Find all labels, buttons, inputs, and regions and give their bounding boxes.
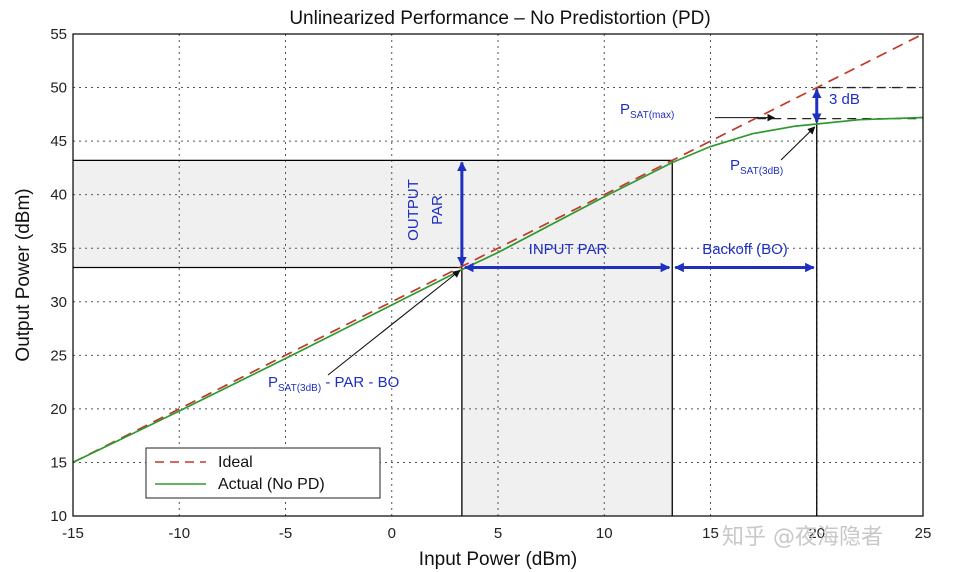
op-main: P	[268, 374, 278, 391]
y-tick-label: 20	[50, 401, 67, 418]
psat-max-sub: SAT(max)	[630, 110, 674, 121]
y-tick-label: 15	[50, 454, 67, 471]
input-par-label: INPUT PAR	[529, 241, 608, 258]
y-tick-label: 25	[50, 347, 67, 364]
legend-ideal-label: Ideal	[218, 454, 253, 471]
psat-3db-label: PSAT(3dB)	[730, 157, 783, 177]
operating-point-pointer	[327, 270, 461, 376]
operating-point-label: PSAT(3dB) - PAR - BO	[268, 374, 399, 394]
legend-actual-label: Actual (No PD)	[218, 476, 325, 493]
y-axis-title: Output Power (dBm)	[13, 188, 34, 361]
y-tick-label: 45	[50, 133, 67, 150]
op-sub: SAT(3dB)	[278, 383, 321, 394]
x-tick-label: 5	[494, 525, 502, 542]
input-par-band	[461, 267, 673, 516]
x-tick-labels: -15 -10 -5 0 5 10 15 20 25	[62, 525, 931, 542]
op-rest: - PAR - BO	[321, 374, 399, 391]
x-tick-label: 25	[915, 525, 932, 542]
y-tick-labels: 10 15 20 25 30 35 40 45 50 55	[50, 26, 67, 525]
psat-3db-pointer	[780, 126, 816, 161]
legend-box	[145, 447, 381, 499]
y-tick-label: 55	[50, 26, 67, 43]
x-tick-label: -5	[279, 525, 292, 542]
annotation-arrows	[327, 88, 822, 376]
x-tick-label: 20	[808, 525, 825, 542]
x-tick-label: -10	[168, 525, 190, 542]
psat-3db-sub: SAT(3dB)	[740, 166, 783, 177]
psat-max-main: P	[620, 101, 630, 118]
x-tick-label: 15	[702, 525, 719, 542]
series-line-actual-no-pd	[72, 116, 924, 464]
y-tick-label: 40	[50, 187, 67, 204]
series-lines	[72, 33, 924, 464]
x-axis-title: Input Power (dBm)	[419, 549, 577, 570]
psat-3db-main: P	[730, 157, 740, 174]
y-tick-label: 30	[50, 294, 67, 311]
reference-lines	[73, 86, 923, 516]
x-tick-label: 0	[388, 525, 396, 542]
three-db-label: 3 dB	[829, 91, 860, 108]
output-par-label-line1: OUTPUT	[405, 179, 422, 241]
backoff-label: Backoff (BO)	[702, 241, 788, 258]
plot-frame	[72, 33, 924, 517]
series-line-ideal	[72, 33, 924, 464]
x-tick-label: -15	[62, 525, 84, 542]
legend: Ideal Actual (No PD)	[145, 447, 381, 499]
y-tick-label: 10	[50, 508, 67, 525]
y-tick-label: 35	[50, 240, 67, 257]
output-par-label-line2: PAR	[429, 195, 446, 225]
y-tick-label: 50	[50, 80, 67, 97]
x-tick-label: 10	[596, 525, 613, 542]
psat-max-label: PSAT(max)	[620, 101, 674, 121]
watermark: 知乎 @夜海隐者	[722, 525, 883, 550]
chart-title: Unlinearized Performance – No Predistort…	[289, 8, 710, 29]
